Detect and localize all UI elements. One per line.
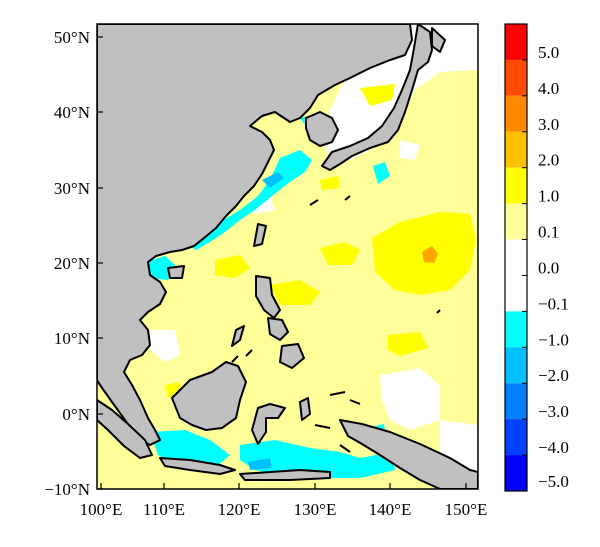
colorbar-swatch: [505, 24, 527, 60]
colorbar-swatch: [505, 131, 527, 168]
lat-tick-label: −10°N: [44, 480, 90, 499]
sulawesi: [251, 403, 286, 445]
neutral-region: [380, 368, 440, 430]
korea: [305, 111, 339, 147]
colorbar-swatch: [505, 167, 527, 204]
lon-tick-label: 150°E: [445, 500, 488, 519]
negative-anomaly: [146, 256, 175, 280]
colorbar-swatch: [505, 419, 527, 456]
colorbar-label: −4.0: [538, 438, 569, 457]
colorbar-label: −1.0: [538, 330, 569, 349]
positive-anomaly: [320, 176, 340, 190]
colorbar-swatch: [505, 239, 527, 276]
islands: [231, 195, 441, 453]
positive-anomaly: [320, 242, 360, 265]
philippines-mindanao: [279, 343, 305, 369]
positive-anomaly: [360, 84, 395, 106]
colorbar-swatch: [505, 275, 527, 312]
lat-tick-label: 50°N: [54, 28, 90, 47]
lat-tick-label: 40°N: [54, 103, 90, 122]
lon-tick-label: 120°E: [218, 500, 261, 519]
lon-tick-label: 110°E: [143, 500, 185, 519]
map-panel: [97, 24, 478, 489]
colorbar-label: −3.0: [538, 402, 569, 421]
colorbar-swatch: [505, 311, 527, 348]
lat-tick-label: 20°N: [54, 254, 90, 273]
lat-tick-label: 10°N: [54, 329, 90, 348]
philippines-visayas: [267, 317, 289, 341]
colorbar-swatch: [505, 347, 527, 384]
land: [97, 24, 478, 489]
positive-anomaly: [215, 255, 250, 278]
colorbar-label: 0.0: [538, 258, 559, 277]
negative-anomaly: [240, 440, 395, 478]
asia-mainland: [97, 24, 413, 446]
sumatra: [97, 399, 153, 459]
neutral-region: [150, 330, 180, 362]
colorbar-label: 0.1: [538, 223, 559, 242]
colorbar-label: −0.1: [538, 294, 569, 313]
lesser-sunda: [239, 469, 331, 481]
japan-north: [431, 27, 446, 53]
colorbar-label: −5.0: [538, 472, 569, 491]
colorbar-label: 5.0: [538, 43, 559, 62]
lon-tick-label: 100°E: [80, 500, 123, 519]
negative-anomaly: [262, 172, 284, 188]
colorbar-swatch: [505, 203, 527, 240]
colorbar-label: 1.0: [538, 187, 559, 206]
strong-positive-anomaly: [422, 246, 438, 263]
philippines-luzon: [255, 275, 281, 319]
colorbar-swatch: [505, 455, 527, 491]
colorbar-label: 4.0: [538, 79, 559, 98]
new-guinea: [339, 419, 478, 489]
lat-axis: 50°N 40°N 30°N 20°N 10°N 0°N −10°N: [44, 28, 103, 499]
lat-tick-label: 30°N: [54, 179, 90, 198]
colorbar: 5.0 4.0 3.0 2.0 1.0 0.1 0.0 −0.1 −1.0 −2.0 −3.0 −4.…: [504, 23, 569, 492]
borneo: [171, 361, 247, 431]
colorbar-swatch: [505, 95, 527, 132]
japan: [321, 24, 433, 171]
palawan: [231, 325, 245, 347]
map-frame: [96, 23, 479, 490]
java: [159, 457, 236, 475]
lat-tick-label: 0°N: [62, 405, 90, 424]
positive-anomaly: [388, 332, 428, 356]
colorbar-swatch: [505, 59, 527, 96]
colorbar-frame: [504, 23, 528, 492]
colorbar-label: −2.0: [538, 366, 569, 385]
lon-tick-label: 130°E: [294, 500, 337, 519]
taiwan: [253, 223, 267, 247]
colorbar-swatch: [505, 383, 527, 420]
moluccas: [299, 397, 311, 421]
neutral-region: [400, 140, 420, 160]
positive-anomaly: [270, 280, 320, 305]
colorbar-label: 3.0: [538, 115, 559, 134]
negative-anomaly: [248, 458, 272, 470]
hainan: [167, 265, 185, 279]
colorbar-label: 2.0: [538, 151, 559, 170]
lon-tick-label: 140°E: [369, 500, 412, 519]
negative-anomaly: [373, 162, 390, 184]
lon-axis: 100°E 110°E 120°E 130°E 140°E 150°E: [80, 483, 488, 519]
